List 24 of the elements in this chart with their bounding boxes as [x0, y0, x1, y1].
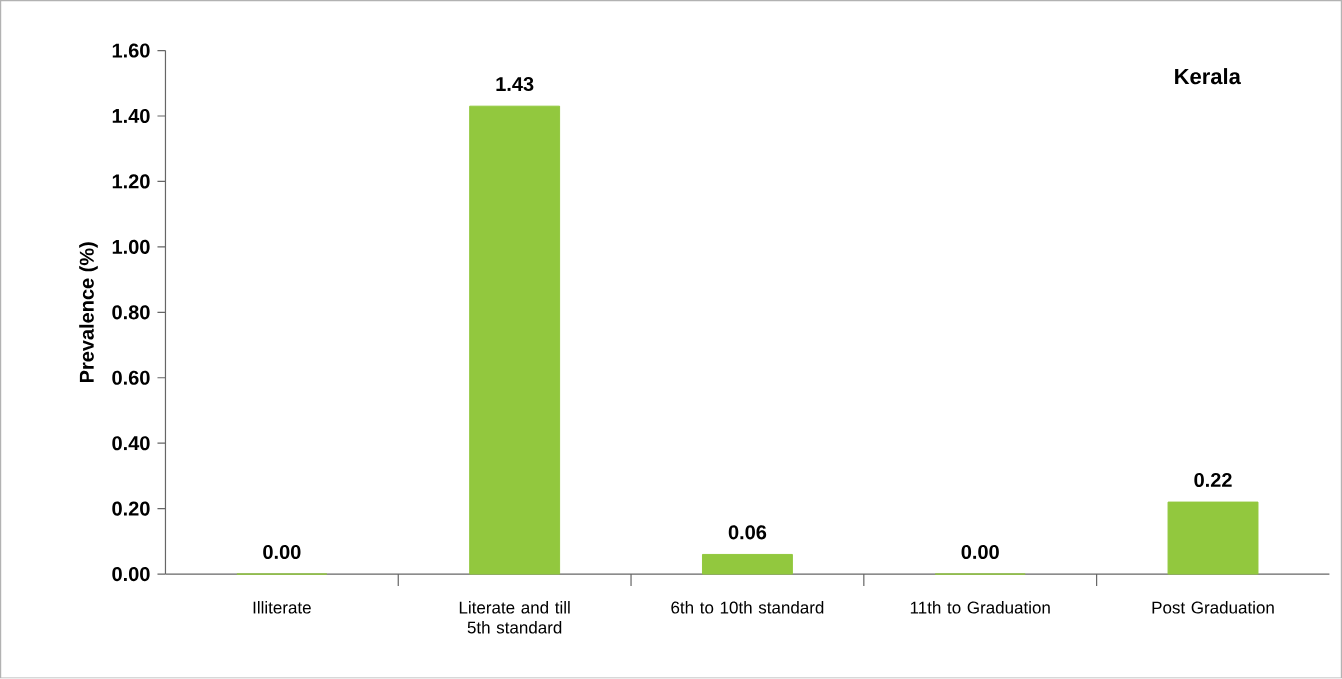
y-tick-label: 0.80: [112, 305, 150, 320]
bar: [701, 554, 793, 575]
data-label: 0.00: [961, 545, 999, 560]
x-tick-label: 11th to Graduation: [910, 601, 1050, 614]
x-tick-label: Post Graduation: [1152, 601, 1274, 614]
y-tick-label: 0.40: [112, 436, 150, 451]
data-label: 0.06: [728, 525, 767, 540]
bar: [1167, 501, 1259, 575]
y-tick-label: 1.20: [112, 174, 150, 189]
y-tick-label: 1.00: [112, 240, 150, 255]
y-axis-title: Prevalence (%): [79, 242, 98, 383]
y-tick-label: 0.60: [112, 370, 150, 386]
y-tick-label: 0.00: [112, 567, 150, 582]
x-tick-label: 6th to 10th standard: [671, 601, 824, 614]
data-label: 1.43: [496, 77, 534, 92]
bar: [469, 105, 561, 575]
y-tick-label: 1.60: [112, 43, 150, 58]
x-tick-label: Literate and till 5th standard: [459, 601, 570, 634]
y-tick-label: 1.40: [112, 109, 150, 124]
data-label: 0.00: [263, 545, 301, 560]
text: Kerala: [1175, 68, 1241, 85]
data-label: 0.22: [1194, 473, 1232, 488]
y-tick-label: 0.20: [112, 501, 150, 516]
x-tick-label: Illiterate: [253, 601, 311, 614]
